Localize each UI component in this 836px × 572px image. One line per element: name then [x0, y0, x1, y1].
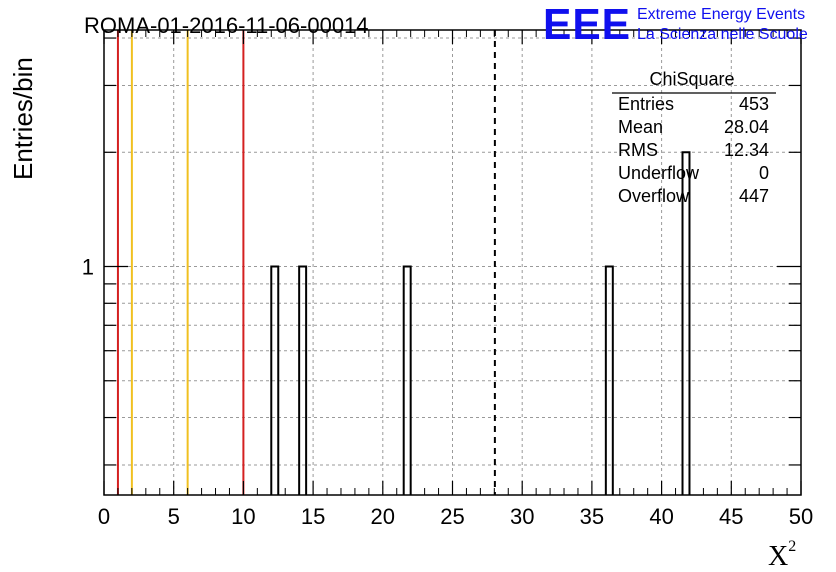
x-tick-label: 0 — [98, 504, 110, 529]
chart-title: ROMA-01-2016-11-06-00014 — [84, 13, 369, 38]
x-tick-label: 35 — [580, 504, 604, 529]
stats-row-value: 12.34 — [724, 140, 769, 160]
stats-row-label: Mean — [618, 117, 663, 137]
x-axis-label: X2 — [768, 538, 796, 572]
logo-line-1: Extreme Energy Events — [637, 6, 805, 23]
x-tick-label: 25 — [440, 504, 464, 529]
histogram-bin — [298, 265, 308, 495]
histogram-bins — [270, 151, 691, 495]
x-tick-label: 5 — [168, 504, 180, 529]
grid-lines — [104, 30, 801, 495]
x-tick-label: 50 — [789, 504, 813, 529]
stats-row-label: Underflow — [618, 163, 700, 183]
x-tick-label: 10 — [231, 504, 255, 529]
stats-box: ChiSquare Entries 453 Mean 28.04 RMS 12.34 Und… — [612, 69, 776, 206]
x-tick-label: 15 — [301, 504, 325, 529]
x-tick-label: 40 — [649, 504, 673, 529]
stats-row-value: 447 — [739, 186, 769, 206]
stats-row-label: RMS — [618, 140, 658, 160]
histogram-bin — [402, 265, 412, 495]
y-tick-label: 1 — [82, 255, 94, 280]
x-tick-label: 45 — [719, 504, 743, 529]
stats-row-label: Entries — [618, 94, 674, 114]
eee-logo-mark: EEE — [543, 0, 631, 49]
logo-line-2: La Scienza nelle Scuole — [637, 26, 808, 43]
histogram-bin — [270, 265, 280, 495]
eee-logo: EEE Extreme Energy Events La Scienza nel… — [543, 0, 808, 49]
stats-row-value: 28.04 — [724, 117, 769, 137]
stats-row-value: 0 — [759, 163, 769, 183]
stats-box-title: ChiSquare — [649, 69, 734, 89]
y-axis-ticks: 1 — [82, 37, 801, 466]
x-tick-label: 30 — [510, 504, 534, 529]
histogram-bin — [604, 265, 614, 495]
histogram-bin — [681, 151, 691, 495]
y-axis-label: Entries/bin — [8, 57, 38, 180]
stats-row-label: Overflow — [618, 186, 690, 206]
stats-row-value: 453 — [739, 94, 769, 114]
x-tick-label: 20 — [371, 504, 395, 529]
plot-frame — [103, 29, 802, 496]
reference-lines — [116, 30, 496, 495]
x-axis-ticks: 0 5 10 15 20 25 30 35 40 45 50 — [98, 30, 813, 529]
